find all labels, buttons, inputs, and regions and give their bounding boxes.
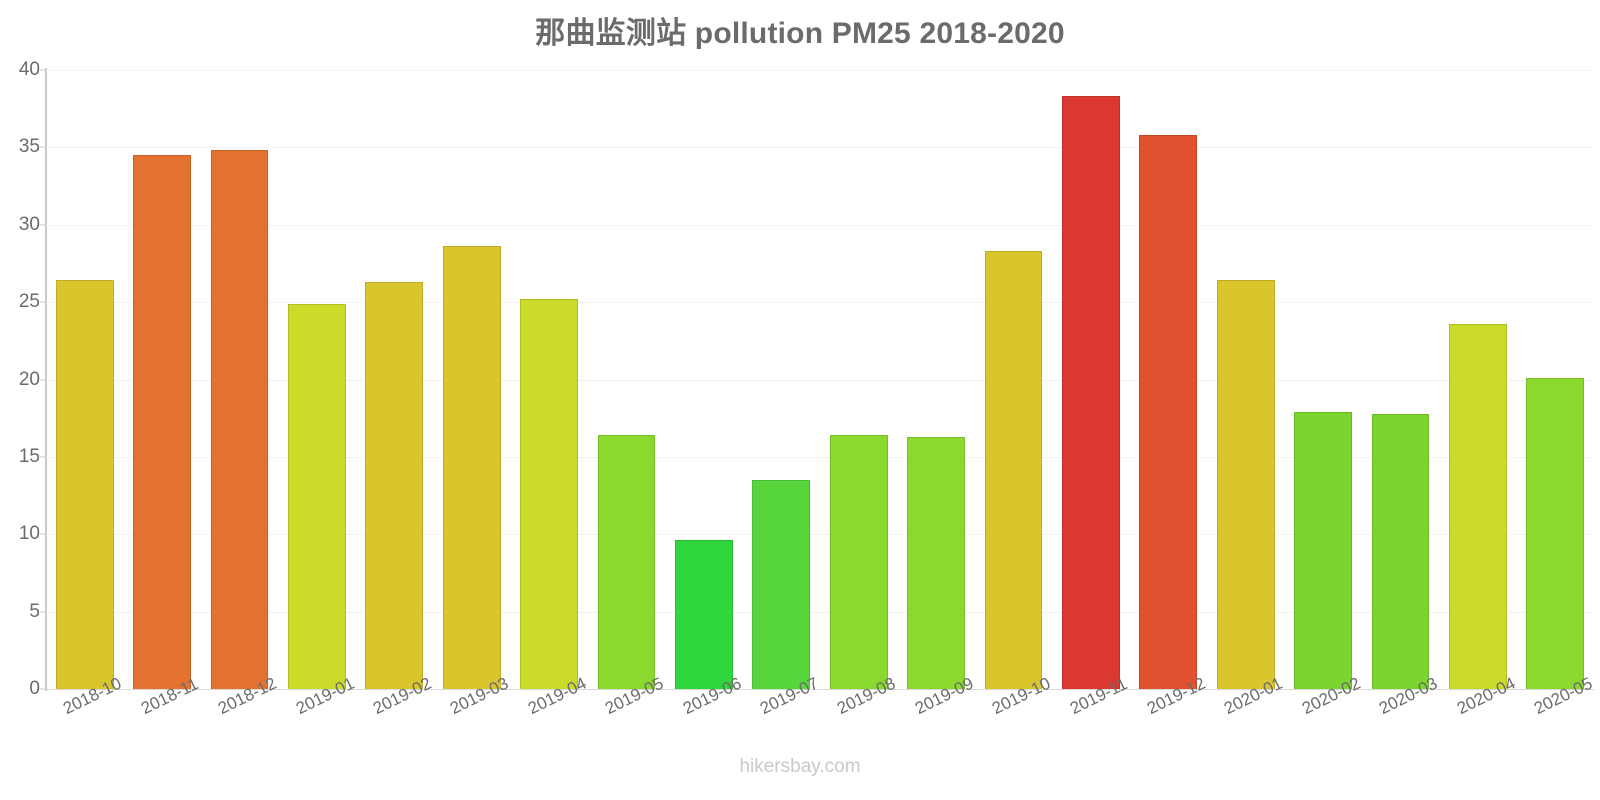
- bar[interactable]: [520, 299, 578, 689]
- bar-series: [46, 70, 1594, 689]
- footer-credit: hikersbay.com: [739, 756, 861, 777]
- y-axis-tick: [40, 69, 47, 71]
- bar[interactable]: [984, 251, 1043, 689]
- bar[interactable]: [1139, 135, 1198, 689]
- bar[interactable]: [907, 436, 965, 689]
- bar[interactable]: [675, 540, 733, 689]
- y-axis-tick: [40, 688, 47, 690]
- y-axis-tick-label: 25: [18, 291, 40, 313]
- bar[interactable]: [597, 435, 656, 689]
- y-axis-tick-label: 5: [29, 600, 40, 622]
- bar[interactable]: [1371, 413, 1430, 689]
- bar[interactable]: [1449, 323, 1507, 689]
- bar[interactable]: [1062, 96, 1120, 689]
- bar[interactable]: [365, 282, 424, 689]
- y-axis-tick-label: 35: [18, 136, 40, 158]
- y-axis-tick-label: 0: [29, 678, 40, 699]
- plot-area: [46, 70, 1594, 690]
- y-axis-labels: 0 5 10 15 20 25 30 35 40: [0, 59, 47, 699]
- bar[interactable]: [752, 480, 811, 689]
- bar[interactable]: [210, 150, 269, 689]
- y-axis-tick: [40, 611, 47, 613]
- y-axis-tick: [40, 533, 47, 535]
- bar[interactable]: [442, 246, 501, 689]
- bar[interactable]: [133, 155, 191, 689]
- y-axis-tick: [40, 456, 47, 458]
- y-axis-tick: [40, 224, 47, 226]
- y-axis-tick: [40, 301, 47, 303]
- bar[interactable]: [1216, 280, 1275, 689]
- y-axis-tick: [40, 146, 47, 148]
- y-axis-tick: [40, 379, 47, 380]
- bar[interactable]: [55, 280, 114, 689]
- chart-title: 那曲监测站 pollution PM25 2018-2020: [535, 17, 1065, 50]
- y-axis-tick-label: 15: [18, 445, 40, 467]
- bar[interactable]: [288, 303, 346, 689]
- y-axis-tick-label: 30: [18, 213, 40, 235]
- y-axis-tick-label: 40: [18, 59, 40, 80]
- bar[interactable]: [1526, 377, 1585, 689]
- y-axis-tick-label: 20: [18, 368, 40, 390]
- bar[interactable]: [829, 435, 888, 689]
- y-axis-tick-label: 10: [18, 523, 40, 545]
- bar[interactable]: [1294, 412, 1352, 689]
